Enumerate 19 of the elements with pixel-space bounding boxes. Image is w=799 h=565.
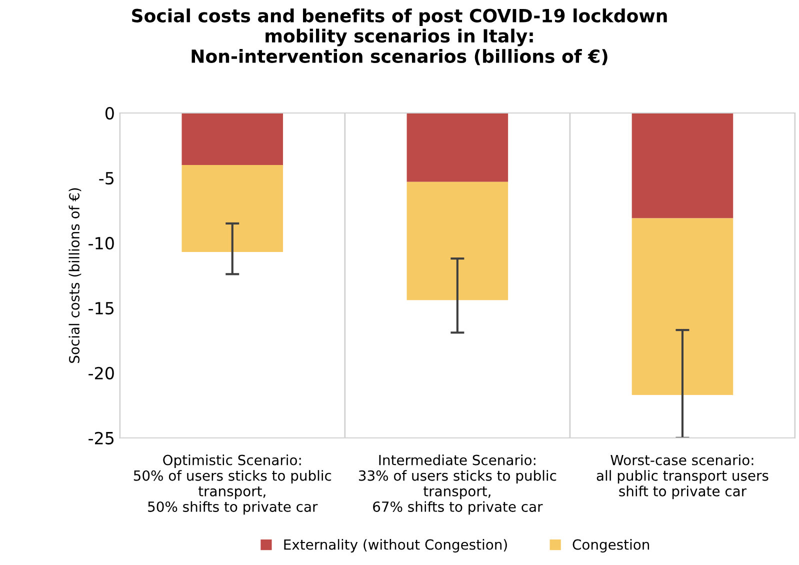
chart-title: Social costs and benefits of post COVID-19 lockdown mobility scenarios in Italy: Non-intervention scenarios (billions of €) — [132, 8, 667, 66]
y-axis-title: Social costs (billions of €) — [68, 188, 82, 363]
bar — [182, 164, 284, 252]
bar — [632, 113, 734, 218]
bar — [182, 113, 284, 165]
y-tick-label: -10 — [88, 236, 114, 250]
y-tick-label: -15 — [88, 302, 114, 314]
y-tick-label: -20 — [88, 366, 114, 380]
bar — [406, 182, 508, 300]
x-tick-label: Worst-case scenario: all public transport users shift to private car — [596, 454, 768, 500]
x-tick-label: Intermediate Scenario: 33% of users sticks to public transport, 67% shifts to private car — [358, 454, 556, 515]
bar — [406, 113, 508, 182]
bar — [632, 218, 734, 395]
legend-label: Congestion — [572, 539, 650, 552]
y-tick-label: -5 — [99, 172, 114, 185]
y-tick-label: 0 — [105, 106, 114, 120]
legend-label: Externality (without Congestion) — [284, 539, 507, 552]
x-tick-label: Optimistic Scenario: 50% of users sticks to public transport, 50% shifts to private car — [134, 454, 332, 515]
y-tick-label: -25 — [88, 432, 114, 444]
